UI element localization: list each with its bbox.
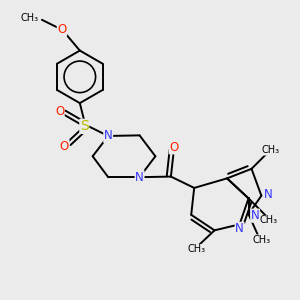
Text: CH₃: CH₃ xyxy=(20,13,38,23)
Text: CH₃: CH₃ xyxy=(260,215,278,226)
Text: O: O xyxy=(55,105,64,118)
Text: N: N xyxy=(135,171,144,184)
Text: CH₃: CH₃ xyxy=(252,235,270,245)
Text: O: O xyxy=(169,141,178,154)
Text: N: N xyxy=(264,188,272,201)
Text: S: S xyxy=(80,119,89,134)
Text: N: N xyxy=(251,209,260,222)
Text: O: O xyxy=(60,140,69,153)
Text: CH₃: CH₃ xyxy=(188,244,206,254)
Text: N: N xyxy=(104,130,112,142)
Text: N: N xyxy=(235,222,244,235)
Text: CH₃: CH₃ xyxy=(261,145,279,155)
Text: O: O xyxy=(57,23,67,36)
